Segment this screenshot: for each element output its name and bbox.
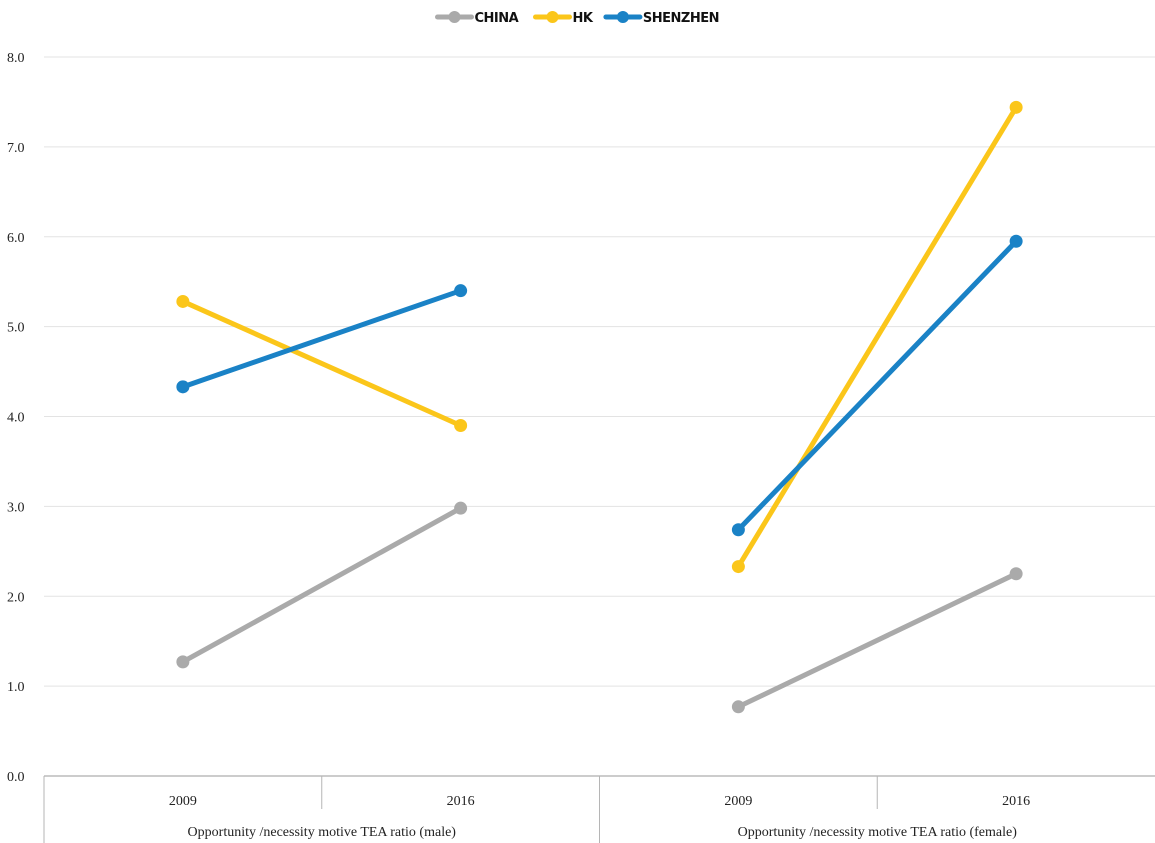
y-axis-tick-labels: 0.0 1.0 2.0 3.0 4.0 5.0 6.0 7.0 8.0 bbox=[7, 51, 25, 785]
y-tick-label: 0.0 bbox=[7, 770, 25, 785]
y-tick-label: 7.0 bbox=[7, 141, 25, 156]
series-line-china bbox=[180, 505, 464, 665]
y-tick-label: 6.0 bbox=[7, 231, 25, 246]
data-point-hk bbox=[1009, 100, 1023, 114]
data-point-hk bbox=[176, 294, 190, 308]
x-axis: 2009 2016 Opportunity /necessity motive TE… bbox=[43, 775, 1155, 843]
data-point-hk bbox=[454, 418, 468, 432]
data-point-china bbox=[176, 655, 190, 669]
series-line-hk bbox=[735, 104, 1019, 570]
y-tick-label: 3.0 bbox=[7, 500, 25, 515]
gridlines bbox=[44, 56, 1155, 687]
data-point-shenzhen bbox=[454, 284, 468, 298]
legend-swatch-marker bbox=[546, 11, 559, 23]
legend-swatch-marker bbox=[448, 11, 461, 23]
series-line-shenzhen bbox=[735, 238, 1019, 533]
x-category-label: 2016 bbox=[447, 794, 475, 809]
x-category-label: 2016 bbox=[1002, 794, 1030, 809]
legend-label: SHENZHEN bbox=[643, 11, 719, 26]
data-point-china bbox=[454, 501, 468, 515]
legend-swatch-marker bbox=[616, 11, 629, 23]
legend-label: HK bbox=[573, 11, 594, 26]
y-tick-label: 5.0 bbox=[7, 321, 25, 336]
y-tick-label: 4.0 bbox=[7, 411, 25, 426]
data-point-shenzhen bbox=[731, 523, 745, 537]
x-category-label: 2009 bbox=[724, 794, 752, 809]
y-tick-label: 2.0 bbox=[7, 590, 25, 605]
series-line-hk bbox=[180, 298, 464, 428]
legend-label: CHINA bbox=[475, 11, 519, 26]
series-line-china bbox=[735, 571, 1019, 710]
data-point-shenzhen bbox=[1009, 234, 1023, 248]
x-category-label: 2009 bbox=[169, 794, 197, 809]
series-line-shenzhen bbox=[180, 288, 464, 390]
data-point-hk bbox=[731, 560, 745, 574]
data-point-china bbox=[731, 700, 745, 714]
x-group-label: Opportunity /necessity motive TEA ratio … bbox=[738, 825, 1018, 840]
y-tick-label: 8.0 bbox=[7, 51, 25, 66]
x-group-label: Opportunity /necessity motive TEA ratio … bbox=[188, 825, 457, 840]
y-tick-label: 1.0 bbox=[7, 680, 25, 695]
series-lines bbox=[176, 100, 1023, 714]
legend: CHINA HK SHENZHEN bbox=[435, 11, 719, 26]
data-point-shenzhen bbox=[176, 380, 190, 394]
data-point-china bbox=[1009, 567, 1023, 581]
